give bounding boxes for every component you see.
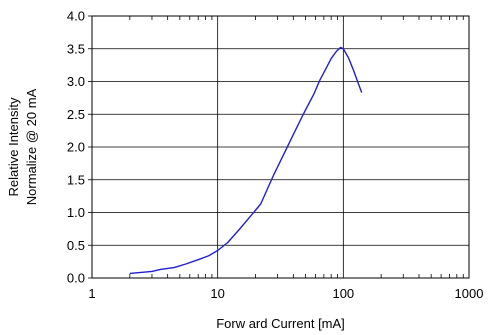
y-tick-label: 1.5 <box>67 172 85 187</box>
x-tick-label: 1 <box>88 286 95 301</box>
y-axis-title-line1: Relative Intensity <box>6 97 21 196</box>
y-tick-label: 3.0 <box>67 74 85 89</box>
y-tick-label: 2.5 <box>67 107 85 122</box>
plot-frame <box>91 15 470 279</box>
y-tick-label: 4.0 <box>67 9 85 24</box>
y-tick-label: 2.0 <box>67 140 85 155</box>
x-tick-label: 100 <box>332 286 354 301</box>
y-tick-label: 0.0 <box>67 271 85 286</box>
x-tick-label: 10 <box>210 286 224 301</box>
x-axis-title: Forw ard Current [mA] <box>216 316 345 331</box>
series-line <box>129 46 363 275</box>
y-axis-title-line2: Normalize @ 20 mA <box>24 88 39 205</box>
y-tick-label: 3.5 <box>67 41 85 56</box>
y-tick-label: 1.0 <box>67 205 85 220</box>
y-tick-label: 0.5 <box>67 238 85 253</box>
x-tick-label: 1000 <box>455 286 484 301</box>
